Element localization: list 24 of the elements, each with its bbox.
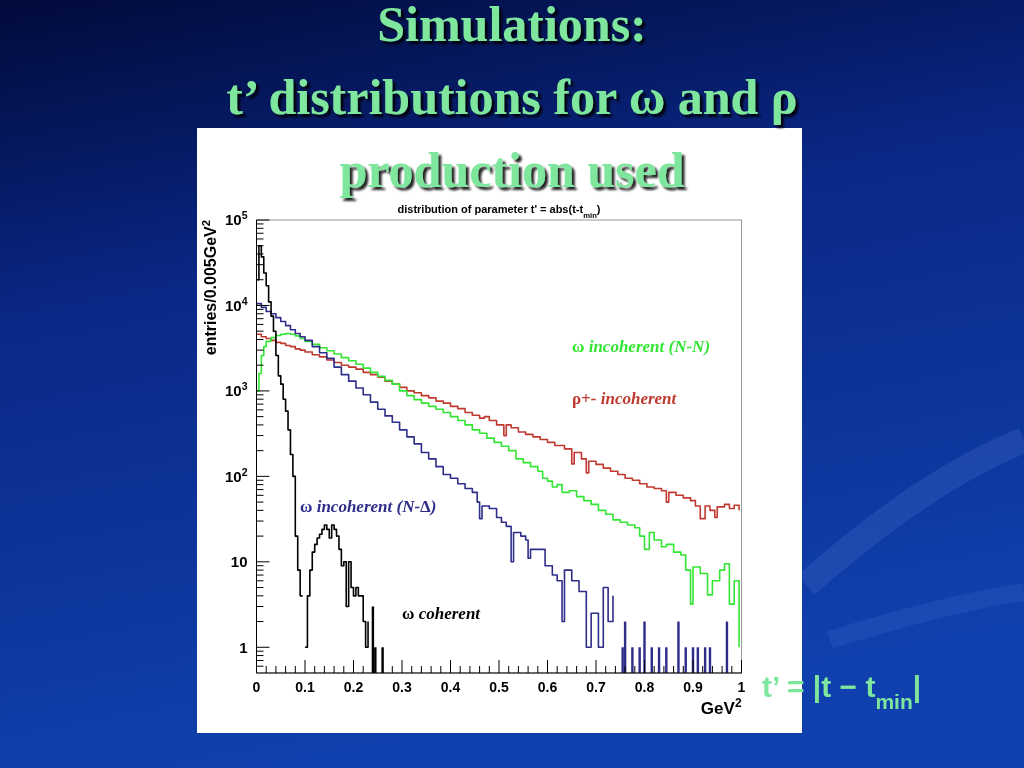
text: ρ+- incoherent bbox=[572, 389, 678, 408]
y-tick-label: 10$^{4}$ bbox=[224, 294, 248, 314]
series-label: ω incoherent (N-Δ) bbox=[300, 497, 437, 516]
chart-title: Simulations: t’ distributions for ω and ρ production used bbox=[226, 0, 798, 198]
series-label: ω coherent bbox=[402, 604, 482, 623]
y-tick-label: 10$^{5}$ bbox=[224, 209, 248, 229]
x-tick-label: 0.3 bbox=[392, 679, 412, 695]
x-tick-label: 0.7 bbox=[586, 679, 606, 695]
x-tick-label: 1 bbox=[737, 679, 746, 695]
x-tick-label: 0.4 bbox=[440, 679, 461, 695]
text: ω incoherent (N-N) bbox=[572, 337, 711, 356]
x-tick-label: 0 bbox=[252, 679, 261, 695]
x-tick-label: 0.5 bbox=[489, 679, 509, 695]
x-tick-label: 0.2 bbox=[343, 679, 364, 695]
x-tick-label: 0.9 bbox=[683, 679, 703, 695]
chart-subtitle: distribution of parameter t' = abs(t-t$_{min}$) bbox=[397, 203, 601, 220]
x-axis-title: GeV$^{2}$ bbox=[700, 696, 742, 718]
y-tick-label: 1 bbox=[239, 638, 248, 656]
y-tick-label: 10 bbox=[230, 553, 248, 571]
x-tick-label: 0.8 bbox=[634, 679, 655, 695]
y-tick-label: 10$^{2}$ bbox=[224, 465, 248, 485]
y-tick-label: 10$^{3}$ bbox=[224, 380, 248, 400]
x-tick-label: 0.6 bbox=[537, 679, 558, 695]
x-tick-label: 0.1 bbox=[295, 679, 315, 695]
